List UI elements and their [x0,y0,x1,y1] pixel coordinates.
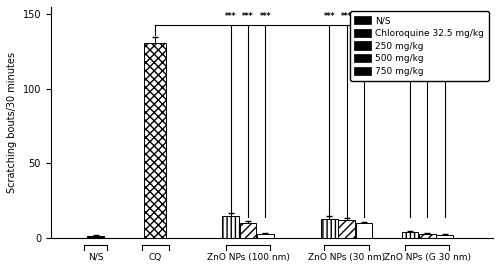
Text: ***: *** [225,12,236,21]
Text: ***: *** [422,12,433,21]
Bar [222,216,239,238]
Text: ***: *** [260,12,271,21]
Bar [356,223,372,238]
Bar [419,234,436,238]
Text: ***: *** [324,12,335,21]
Bar [257,234,274,238]
Text: ZnO NPs (30 nm): ZnO NPs (30 nm) [308,253,385,262]
Text: CQ: CQ [148,253,162,262]
Bar [402,232,418,238]
Bar [144,43,166,238]
Legend: N/S, Chloroquine 32.5 mg/kg, 250 mg/kg, 500 mg/kg, 750 mg/kg: N/S, Chloroquine 32.5 mg/kg, 250 mg/kg, … [350,11,488,81]
Text: ***: *** [341,12,352,21]
Text: ZnO NPs (G 30 nm): ZnO NPs (G 30 nm) [384,253,471,262]
Text: N/S: N/S [88,253,104,262]
Bar [338,220,355,238]
Text: ***: *** [358,12,370,21]
Text: ZnO NPs (100 nm): ZnO NPs (100 nm) [206,253,290,262]
Bar [321,219,338,238]
Bar [240,223,256,238]
Text: ***: *** [439,12,450,21]
Y-axis label: Scratching bouts/30 minutes: Scratching bouts/30 minutes [7,52,17,193]
Text: ***: *** [242,12,254,21]
Bar [87,236,104,238]
Text: ***: *** [404,12,416,21]
Bar [436,235,453,238]
